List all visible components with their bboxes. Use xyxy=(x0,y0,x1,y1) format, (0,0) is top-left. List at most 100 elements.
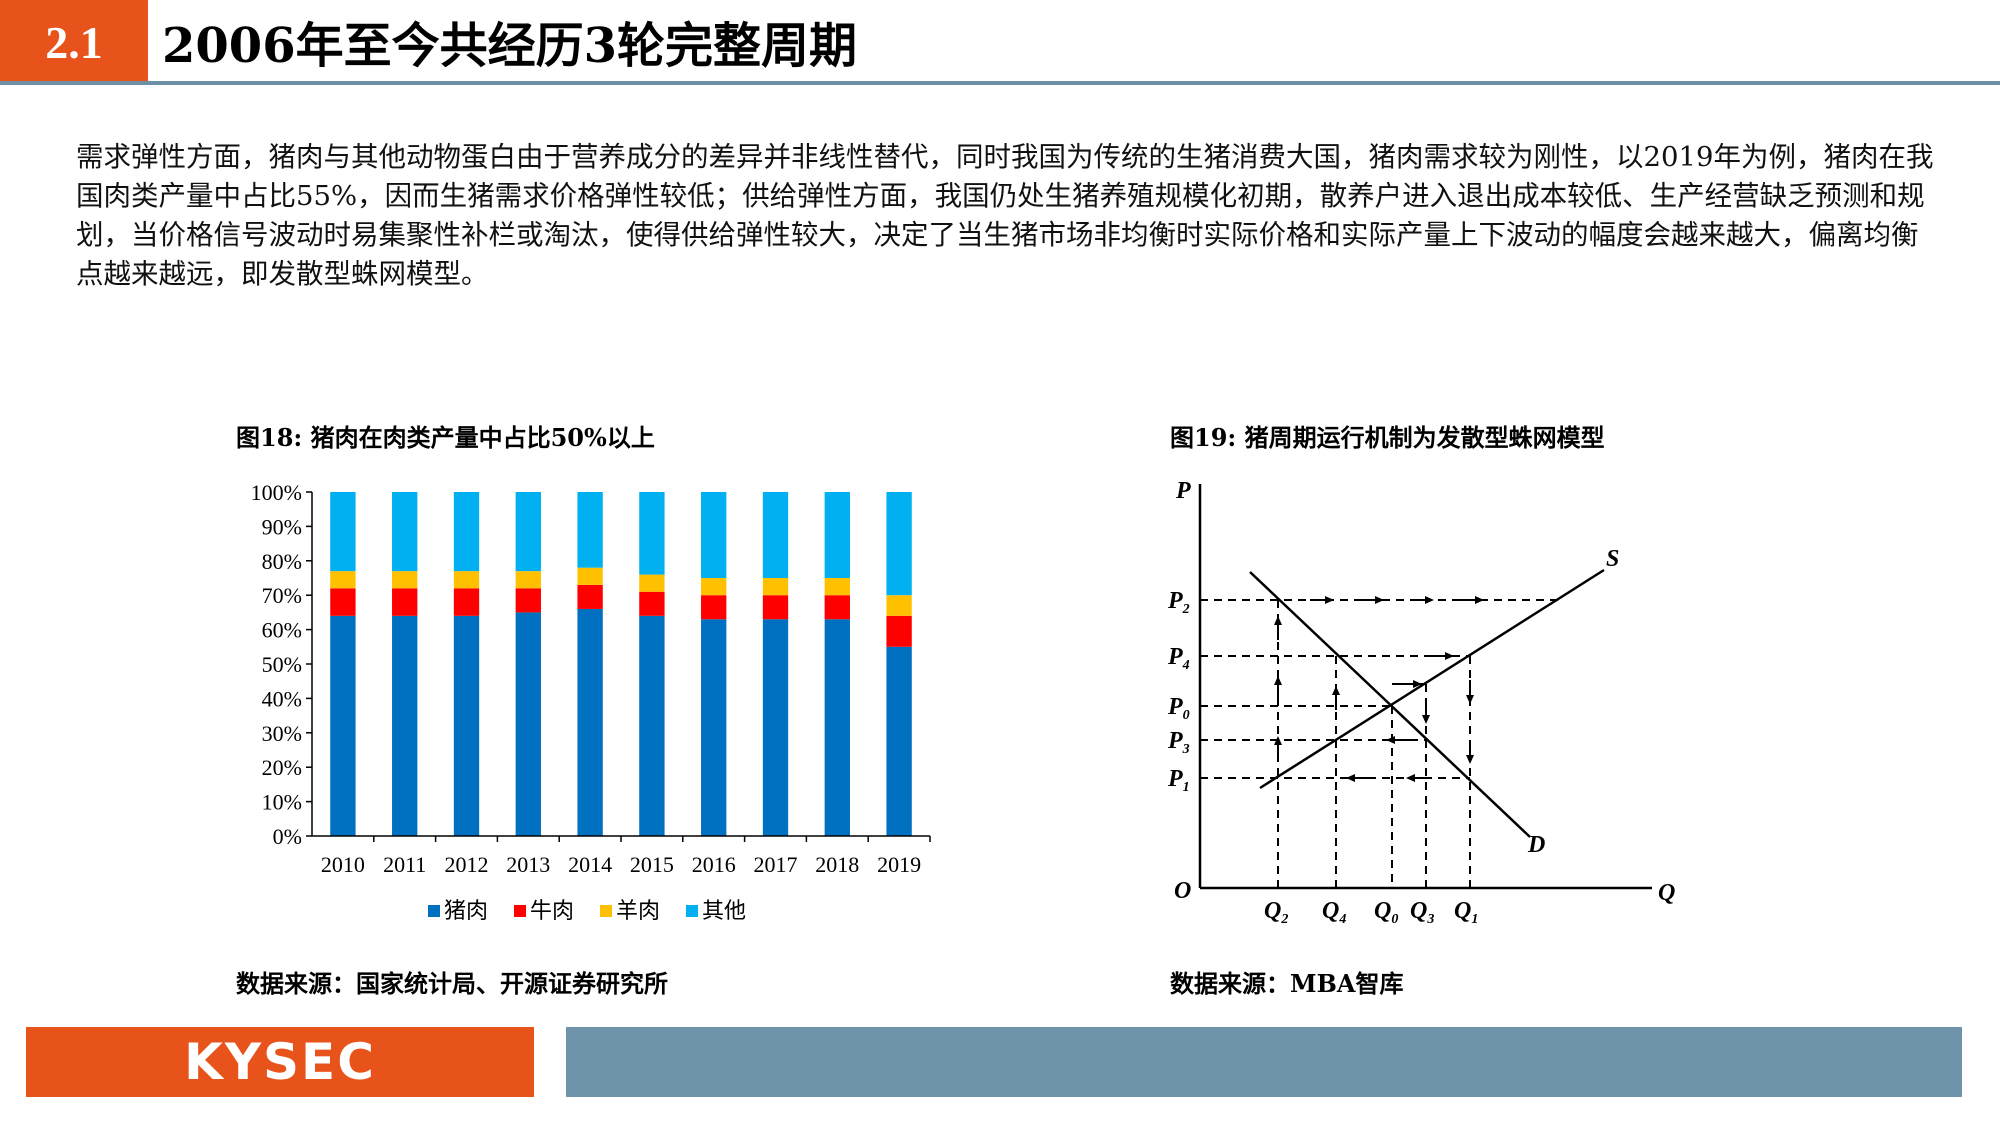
y-tick-label: 100% xyxy=(251,480,302,505)
chart-legend: 猪肉 牛肉 羊肉 其他 xyxy=(428,899,746,924)
bar-segment-2016 xyxy=(701,595,727,620)
footer-logo-background xyxy=(26,1027,534,1097)
bar-segment-2014 xyxy=(577,608,603,836)
body-paragraph: 需求弹性方面，猪肉与其他动物蛋白由于营养成分的差异并非线性替代，同时我国为传统的… xyxy=(76,141,1934,290)
bar-segment-2017 xyxy=(762,578,789,596)
p0-label: P0 xyxy=(1167,694,1190,723)
bar-segment-2014 xyxy=(577,492,603,568)
x-tick-label: 2012 xyxy=(445,852,489,877)
y-tick-label: 40% xyxy=(262,686,302,711)
x-tick-label: 2017 xyxy=(754,852,798,877)
supply-label: S xyxy=(1606,546,1619,572)
legend-swatch xyxy=(428,905,440,917)
bar-segment-2011 xyxy=(392,571,418,589)
p4-label: P4 xyxy=(1167,644,1190,673)
q4-label: Q4 xyxy=(1322,898,1346,927)
bar-segment-2011 xyxy=(392,588,418,616)
price-guide-lines xyxy=(1200,599,1560,779)
cobweb-arrows xyxy=(1274,596,1484,782)
q0-label: Q0 xyxy=(1374,898,1398,927)
bar-segment-2013 xyxy=(515,612,541,836)
x-tick-label: 2016 xyxy=(692,852,736,877)
q2-label: Q2 xyxy=(1264,898,1288,927)
q1-label: Q1 xyxy=(1454,898,1478,927)
figure-18-source: 数据来源：国家统计局、开源证券研究所 xyxy=(236,969,668,998)
bar-segment-2015 xyxy=(639,492,665,575)
y-tick-label: 30% xyxy=(262,721,302,746)
cobweb-model-diagram: P Q O S D P2 P4 P0 P3 P1 Q2 Q4 Q0 Q3 Q1 xyxy=(1167,478,1675,927)
bar-segment-2010 xyxy=(330,492,356,572)
y-tick-label: 90% xyxy=(262,514,302,539)
y-axis: 0% 10% 20% 30% 40% 50% 60% 70% 80% 90% 100% xyxy=(251,480,313,849)
p1-label: P1 xyxy=(1167,766,1190,795)
kysec-logo: KYSEC xyxy=(184,1033,376,1091)
bar-segment-2019 xyxy=(886,492,912,596)
bar-segment-2019 xyxy=(886,615,912,647)
x-tick-label: 2013 xyxy=(506,852,550,877)
legend-label: 猪肉 xyxy=(444,899,488,924)
bar-segment-2010 xyxy=(330,571,356,589)
x-tick-label: 2010 xyxy=(321,852,365,877)
price-axis-label: P xyxy=(1175,478,1191,504)
bar-segment-2019 xyxy=(886,646,912,836)
bar-segment-2018 xyxy=(824,492,850,578)
p3-label: P3 xyxy=(1167,728,1190,757)
y-tick-label: 80% xyxy=(262,549,302,574)
bar-segment-2018 xyxy=(824,619,850,836)
bar-segment-2015 xyxy=(639,574,665,592)
legend-label: 其他 xyxy=(702,899,746,924)
x-axis: 2010 2011 2012 2013 2014 2015 2016 2017 2018 2019 xyxy=(312,835,931,877)
bar-segment-2018 xyxy=(824,595,850,620)
bar-segment-2016 xyxy=(701,619,727,836)
x-tick-label: 2018 xyxy=(815,852,859,877)
bar-segment-2010 xyxy=(330,615,356,836)
legend-swatch xyxy=(514,905,526,917)
q3-label: Q3 xyxy=(1410,898,1434,927)
legend-swatch xyxy=(686,905,698,917)
bar-segment-2010 xyxy=(330,588,356,616)
figure-18-caption: 图18: 猪肉在肉类产量中占比50%以上 xyxy=(236,423,655,452)
bar-segment-2016 xyxy=(701,578,727,596)
figure-19-source: 数据来源：MBA智库 xyxy=(1170,969,1404,998)
y-tick-label: 0% xyxy=(273,824,302,849)
bar-segment-2014 xyxy=(577,584,603,609)
demand-label: D xyxy=(1527,832,1545,858)
y-tick-label: 60% xyxy=(262,618,302,643)
bar-segment-2017 xyxy=(762,595,789,620)
origin-label: O xyxy=(1174,878,1191,904)
bar-segment-2013 xyxy=(515,571,541,589)
legend-label: 牛肉 xyxy=(530,899,574,924)
title-divider xyxy=(0,81,2000,85)
quantity-axis-label: Q xyxy=(1658,880,1675,906)
figure-19-caption: 图19: 猪周期运行机制为发散型蛛网模型 xyxy=(1170,423,1605,452)
bar-series xyxy=(330,492,912,836)
y-tick-label: 10% xyxy=(262,790,302,815)
bar-segment-2012 xyxy=(453,588,480,616)
x-tick-label: 2015 xyxy=(630,852,674,877)
bar-segment-2017 xyxy=(762,492,789,578)
y-tick-label: 50% xyxy=(262,652,302,677)
y-tick-label: 20% xyxy=(262,755,302,780)
bar-segment-2016 xyxy=(701,492,727,578)
stacked-bar-chart: 0% 10% 20% 30% 40% 50% 60% 70% 80% 90% 100% 2010 20… xyxy=(251,480,931,924)
slide-title: 2006年至今共经历3轮完整周期 xyxy=(162,18,857,74)
quantity-guide-lines xyxy=(1277,600,1471,888)
bar-segment-2015 xyxy=(639,591,665,616)
p2-label: P2 xyxy=(1167,588,1190,617)
bar-segment-2012 xyxy=(453,492,480,572)
bar-segment-2015 xyxy=(639,615,665,836)
x-tick-label: 2011 xyxy=(383,852,426,877)
bar-segment-2017 xyxy=(762,619,789,836)
bar-segment-2014 xyxy=(577,567,603,585)
bar-segment-2019 xyxy=(886,595,912,616)
y-tick-label: 70% xyxy=(262,583,302,608)
section-number-badge: 2.1 xyxy=(0,0,148,84)
bar-segment-2011 xyxy=(392,492,418,572)
legend-swatch xyxy=(600,905,612,917)
supply-curve xyxy=(1259,568,1605,790)
legend-label: 羊肉 xyxy=(616,899,660,924)
bar-segment-2018 xyxy=(824,578,850,596)
demand-curve xyxy=(1249,571,1531,838)
bar-segment-2012 xyxy=(453,571,480,589)
footer-bar xyxy=(566,1027,1962,1097)
